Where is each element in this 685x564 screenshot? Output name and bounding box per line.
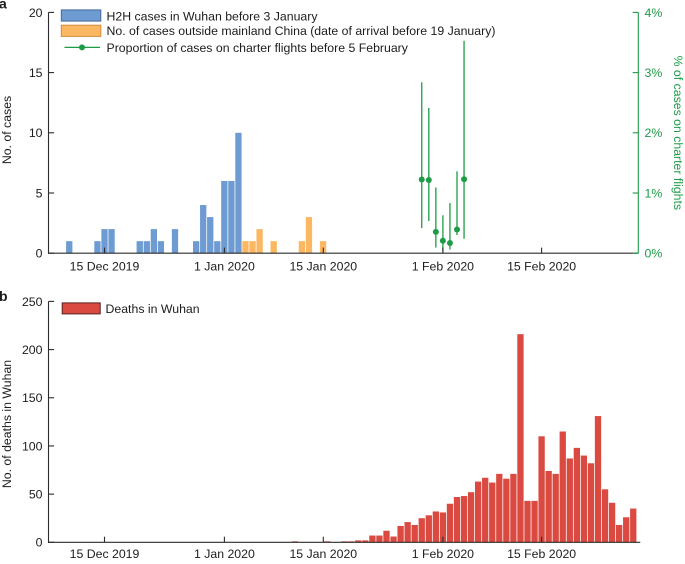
svg-text:15 Feb 2020: 15 Feb 2020 — [507, 547, 576, 559]
svg-text:0: 0 — [36, 536, 43, 550]
svg-text:Deaths in Wuhan: Deaths in Wuhan — [106, 302, 200, 316]
svg-text:1%: 1% — [645, 186, 663, 200]
svg-text:1 Jan 2020: 1 Jan 2020 — [194, 259, 255, 273]
svg-text:200: 200 — [22, 343, 43, 357]
svg-text:15 Dec 2019: 15 Dec 2019 — [70, 259, 140, 273]
svg-text:3%: 3% — [645, 66, 663, 80]
svg-text:15 Feb 2020: 15 Feb 2020 — [507, 259, 576, 273]
svg-text:15 Dec 2019: 15 Dec 2019 — [70, 547, 140, 559]
svg-text:15 Jan 2020: 15 Jan 2020 — [289, 547, 357, 559]
svg-text:0: 0 — [36, 247, 43, 261]
svg-text:No. of cases outside mainland: No. of cases outside mainland China (dat… — [107, 24, 496, 38]
svg-text:% of cases on charter flights: % of cases on charter flights — [671, 56, 685, 210]
svg-text:100: 100 — [22, 439, 43, 453]
svg-text:1 Feb 2020: 1 Feb 2020 — [412, 547, 474, 559]
svg-text:15 Jan 2020: 15 Jan 2020 — [289, 259, 357, 273]
svg-text:a: a — [0, 0, 7, 12]
svg-text:1 Feb 2020: 1 Feb 2020 — [412, 259, 474, 273]
svg-text:150: 150 — [22, 391, 43, 405]
svg-text:0%: 0% — [645, 247, 663, 261]
svg-text:50: 50 — [29, 488, 43, 502]
svg-text:Proportion of cases on charter: Proportion of cases on charter flights b… — [107, 41, 409, 55]
svg-text:15: 15 — [29, 66, 43, 80]
svg-text:4%: 4% — [645, 6, 663, 20]
svg-text:b: b — [0, 288, 8, 304]
svg-text:No. of cases: No. of cases — [0, 96, 14, 164]
svg-text:10: 10 — [29, 126, 43, 140]
svg-text:2%: 2% — [645, 126, 663, 140]
svg-text:1 Jan 2020: 1 Jan 2020 — [194, 547, 255, 559]
svg-text:250: 250 — [22, 295, 43, 309]
svg-text:No. of deaths in Wuhan: No. of deaths in Wuhan — [0, 360, 14, 488]
svg-text:20: 20 — [29, 6, 43, 20]
svg-text:5: 5 — [36, 186, 43, 200]
svg-text:H2H cases in Wuhan before 3 Ja: H2H cases in Wuhan before 3 January — [107, 9, 319, 23]
